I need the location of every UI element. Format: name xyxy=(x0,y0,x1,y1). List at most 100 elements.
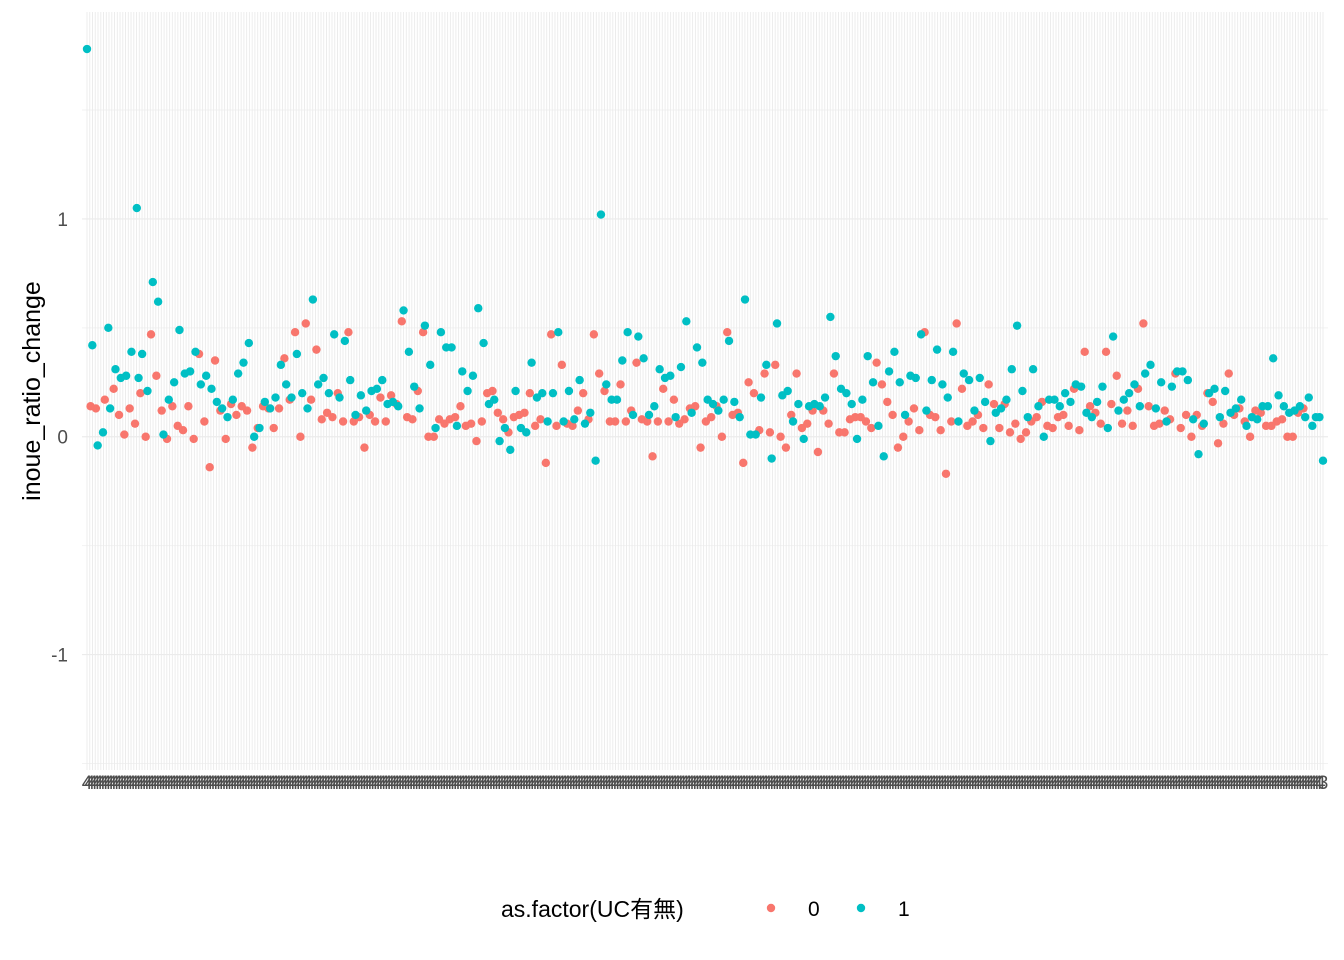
x-tick-label: 4 xyxy=(208,773,219,794)
scatter-point-1 xyxy=(207,384,216,394)
legend-key-0 xyxy=(766,903,776,913)
x-tick-label: 4 xyxy=(591,773,602,794)
scatter-point-0 xyxy=(136,388,145,398)
x-tick-label: 4 xyxy=(888,773,899,794)
x-tick-label: 4 xyxy=(982,773,993,794)
scatter-point-1 xyxy=(335,393,344,402)
x-tick-label: 4 xyxy=(919,773,930,794)
x-tick-label: 4 xyxy=(585,773,596,794)
x-tick-label: 4 xyxy=(426,773,437,794)
scatter-point-1 xyxy=(399,306,408,315)
scatter-point-1 xyxy=(324,388,334,398)
x-tick-label: 4 xyxy=(698,773,709,794)
scatter-point-1 xyxy=(394,402,403,411)
x-tick-label: 4 xyxy=(753,773,764,794)
scatter-point-0 xyxy=(541,458,551,468)
scatter-point-1 xyxy=(762,360,771,370)
x-tick-label: 4 xyxy=(1221,773,1232,794)
scatter-point-0 xyxy=(370,417,380,426)
x-tick-label: 4 xyxy=(704,773,715,794)
x-tick-label: 4 xyxy=(456,773,467,794)
scatter-point-0 xyxy=(296,432,305,441)
x-tick-label: 4 xyxy=(1315,773,1326,794)
scatter-point-1 xyxy=(82,44,92,54)
x-tick-label: 4 xyxy=(106,773,117,794)
x-tick-label: 4 xyxy=(723,773,734,794)
x-tick-label: 4 xyxy=(120,773,131,794)
scatter-point-1 xyxy=(1304,393,1313,402)
scatter-point-1 xyxy=(452,421,462,431)
y-tick-labels: -1 0 1 xyxy=(51,210,68,667)
scatter-point-1 xyxy=(612,395,622,404)
scatter-point-1 xyxy=(495,436,504,446)
x-tick-label: 4 xyxy=(1219,773,1230,794)
scatter-point-1 xyxy=(313,380,323,389)
scatter-point-1 xyxy=(932,345,942,354)
x-tick-label: 4 xyxy=(186,773,197,794)
scatter-point-0 xyxy=(696,443,705,452)
x-tick-label: 4 xyxy=(346,773,357,794)
x-tick-label: 4 xyxy=(1177,773,1188,794)
scatter-point-0 xyxy=(109,384,118,394)
x-tick-label: 4 xyxy=(93,773,104,794)
x-tick-label: 4 xyxy=(968,773,979,794)
x-tick-label: 4 xyxy=(797,773,808,794)
x-tick-label: 4 xyxy=(481,773,492,794)
x-tick-label: 4 xyxy=(1029,773,1040,794)
x-tick-label: 4 xyxy=(775,773,786,794)
y-axis-title: inoue_ratio_change xyxy=(18,281,46,501)
x-tick-label: 4 xyxy=(511,773,522,794)
scatter-point-1 xyxy=(1076,382,1086,391)
x-tick-label: 4 xyxy=(1158,773,1169,794)
x-tick-label: 4 xyxy=(503,773,514,794)
x-tick-label: 4 xyxy=(547,773,558,794)
x-tick-label: 4 xyxy=(599,773,610,794)
x-tick-label: 4 xyxy=(1034,773,1045,794)
scatter-point-0 xyxy=(1075,426,1084,435)
scatter-point-1 xyxy=(586,408,595,417)
x-tick-label: 4 xyxy=(255,773,266,794)
x-tick-label: 4 xyxy=(225,773,236,794)
scatter-point-0 xyxy=(765,428,775,437)
x-tick-label: 4 xyxy=(924,773,935,794)
scatter-point-0 xyxy=(429,432,438,441)
scatter-point-1 xyxy=(1263,402,1273,411)
x-tick-label: 4 xyxy=(751,773,762,794)
scatter-point-1 xyxy=(1215,412,1225,422)
scatter-point-1 xyxy=(1124,388,1134,398)
scatter-point-0 xyxy=(386,391,396,400)
scatter-point-0 xyxy=(221,434,230,444)
scatter-point-0 xyxy=(274,404,284,413)
x-tick-label: 4 xyxy=(800,773,811,794)
scatter-point-1 xyxy=(591,456,600,465)
x-tick-label: 4 xyxy=(952,773,963,794)
x-tick-label: 4 xyxy=(390,773,401,794)
scatter-point-1 xyxy=(346,375,355,385)
x-tick-label: 4 xyxy=(252,773,263,794)
scatter-point-1 xyxy=(698,358,707,367)
x-tick-label: 4 xyxy=(795,773,806,794)
scatter-point-0 xyxy=(488,386,497,396)
x-tick-label: 4 xyxy=(660,773,671,794)
scatter-point-1 xyxy=(879,452,888,461)
x-tick-label: 4 xyxy=(729,773,740,794)
x-tick-label: 4 xyxy=(998,773,1009,794)
x-tick-label: 4 xyxy=(1045,773,1056,794)
scatter-point-0 xyxy=(242,406,252,415)
x-tick-label: 4 xyxy=(814,773,825,794)
x-tick-label: 4 xyxy=(385,773,396,794)
x-tick-label: 4 xyxy=(1268,773,1279,794)
data-points xyxy=(82,44,1328,478)
x-tick-label: 4 xyxy=(418,773,429,794)
scatter-point-1 xyxy=(292,349,302,359)
x-tick-label: 4 xyxy=(1037,773,1048,794)
scatter-point-0 xyxy=(381,417,390,426)
scatter-point-1 xyxy=(404,347,414,356)
scatter-point-0 xyxy=(723,327,732,337)
x-tick-label: 4 xyxy=(162,773,173,794)
x-tick-label: 4 xyxy=(610,773,621,794)
scatter-point-1 xyxy=(639,354,648,363)
x-tick-label: 4 xyxy=(321,773,332,794)
x-tick-label: 4 xyxy=(685,773,696,794)
